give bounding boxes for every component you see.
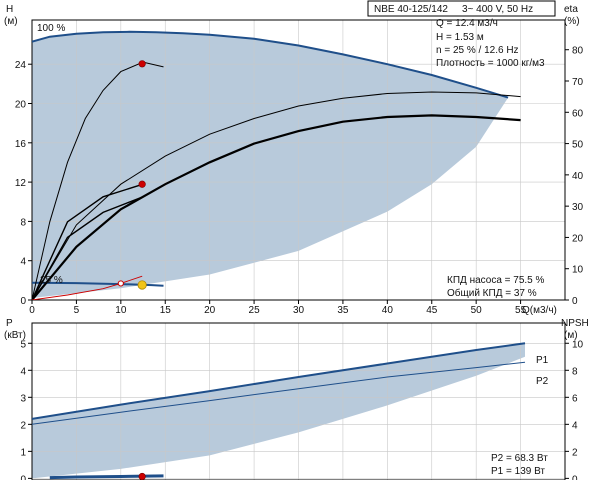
duty-point-eta-max: [138, 60, 146, 68]
head-curve-100: [32, 30, 509, 99]
y-right-tick-label: 40: [572, 171, 584, 182]
y-left-tick-label: 12: [15, 178, 27, 189]
y-left-tick-label: 0: [20, 296, 26, 307]
npsh-axis-title: NPSH: [561, 318, 589, 329]
info-density: Плотность = 1000 кг/м3: [436, 58, 545, 69]
y-left-tick-label: 3: [20, 393, 26, 404]
y-left-tick-label: 8: [20, 217, 26, 228]
eta-axis-title: eta: [564, 4, 578, 15]
head-axis-title: H: [6, 4, 13, 15]
npsh-marker: [117, 280, 124, 287]
duty-point-duty-power: [138, 472, 146, 481]
head-axis-unit: (м): [4, 16, 18, 27]
info-head: H = 1.53 м: [436, 32, 484, 43]
p1-curve: [32, 342, 526, 420]
info-speed: n = 25 % / 12.6 Hz: [436, 45, 519, 56]
p2-note: P2 = 68.3 Вт: [491, 453, 548, 464]
operating-range-band: [32, 31, 509, 300]
y-right-tick-label: 50: [572, 140, 584, 151]
power-axis-title: P: [6, 318, 13, 329]
y-right-tick-label: 60: [572, 108, 584, 119]
y-right-tick-label: 20: [572, 233, 584, 244]
npsh-red-curve: [32, 275, 143, 300]
duty-point-duty-total: [138, 180, 146, 188]
x-tick-label: 15: [160, 305, 172, 316]
y-left-tick-label: 1: [20, 447, 26, 458]
speed-max-label: 100 %: [37, 23, 65, 34]
y-left-tick-label: 4: [20, 257, 26, 268]
y-right-tick-label: 0: [572, 474, 578, 480]
p2-curve: [32, 361, 526, 425]
x-tick-label: 40: [382, 305, 394, 316]
x-tick-label: 25: [249, 305, 261, 316]
y-right-tick-label: 4: [572, 420, 578, 431]
y-right-tick-label: 6: [572, 393, 578, 404]
eta-thick-curve: [32, 114, 521, 300]
flow-axis-title: Q(м3/ч): [522, 305, 557, 316]
pump-model: NBE 40-125/142: [374, 4, 448, 15]
supply-spec: 3~ 400 V, 50 Hz: [462, 4, 533, 15]
x-tick-label: 0: [29, 305, 35, 316]
y-right-tick-label: 10: [572, 339, 584, 350]
p2-curve-label: P2: [536, 376, 549, 387]
duty-point-head: [137, 280, 147, 290]
power-range-band: [32, 343, 525, 479]
y-right-tick-label: 10: [572, 265, 584, 276]
x-tick-label: 10: [115, 305, 127, 316]
y-right-tick-label: 30: [572, 202, 584, 213]
y-right-tick-label: 8: [572, 366, 578, 377]
y-left-tick-label: 2: [20, 420, 26, 431]
x-tick-label: 35: [337, 305, 349, 316]
npsh-axis-unit: (м): [564, 330, 578, 341]
y-left-tick-label: 16: [15, 139, 27, 150]
pump-efficiency-note: КПД насоса = 75.5 %: [447, 275, 545, 286]
x-tick-label: 50: [471, 305, 483, 316]
y-left-tick-label: 5: [20, 339, 26, 350]
p1-curve-label: P1: [536, 355, 549, 366]
x-tick-label: 30: [293, 305, 305, 316]
eta-thin-lower-curve: [32, 91, 521, 300]
header-box: [367, 0, 556, 17]
eta-mid-1-curve: [32, 183, 144, 300]
x-tick-label: 45: [426, 305, 438, 316]
x-tick-label: 5: [74, 305, 80, 316]
x-tick-label: 20: [204, 305, 216, 316]
y-right-tick-label: 2: [572, 447, 578, 458]
speed-min-label: 25 %: [40, 275, 63, 286]
y-left-tick-label: 20: [15, 100, 27, 111]
eta-axis-unit: (%): [564, 16, 580, 27]
x-tick-label: 55: [515, 305, 527, 316]
y-right-tick-label: 70: [572, 77, 584, 88]
y-left-tick-label: 0: [20, 474, 26, 480]
p1-note: P1 = 139 Вт: [491, 466, 545, 477]
power-axis-unit: (кВт): [4, 330, 26, 341]
y-right-tick-label: 0: [572, 296, 578, 307]
total-efficiency-note: Общий КПД = 37 %: [447, 287, 537, 299]
y-right-tick-label: 80: [572, 46, 584, 57]
info-flow: Q = 12.4 м3/ч: [436, 18, 498, 29]
y-left-tick-label: 4: [20, 366, 26, 377]
y-left-tick-label: 24: [15, 60, 27, 71]
eta-mid-2-curve: [32, 196, 144, 300]
p-25-band-curve: [49, 474, 164, 480]
